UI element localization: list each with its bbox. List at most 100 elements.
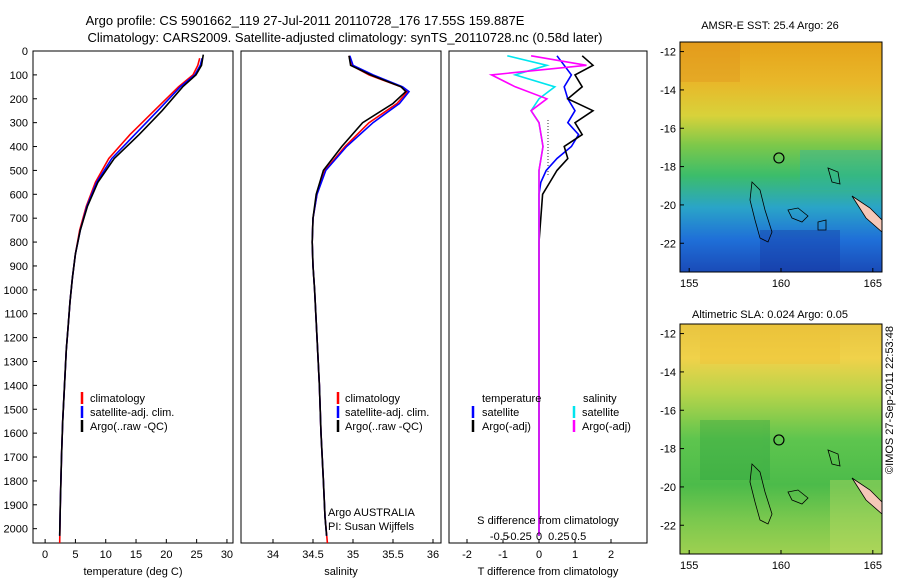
s-difference-tick-label: -0.25	[507, 531, 532, 543]
legend-t-satellite: satellite	[482, 407, 519, 419]
s-difference-tick-label: 0	[536, 531, 542, 543]
temperature-plot-frame	[32, 50, 234, 544]
sst-map-panel: AMSR-E SST: 25.4 Argo: 26 -12 -14 -16 -18 -2…	[660, 20, 883, 290]
series-line-salinity-satellite	[507, 55, 557, 536]
depth-tick-label: 1500	[4, 404, 28, 416]
legend-s-argo: Argo(-adj)	[582, 421, 631, 433]
salinity-plot-frame	[240, 50, 442, 544]
map-lat-label: -16	[660, 405, 676, 417]
series-line-salinity-argo-adj	[488, 55, 587, 536]
sst-warm-patch	[680, 42, 740, 82]
temperature-x-tick-label: 25	[191, 549, 203, 561]
title-line-1: Argo profile: CS 5901662_119 27-Jul-2011…	[86, 13, 525, 28]
salinity-x-tick-label: 36	[427, 549, 439, 561]
series-line-climatology	[311, 55, 409, 544]
depth-tick-label: 1100	[4, 309, 28, 321]
map-lat-label: -12	[660, 329, 676, 341]
sla-map-title: Altimetric SLA: 0.024 Argo: 0.05	[692, 309, 848, 321]
depth-tick-label: 2000	[4, 524, 28, 536]
sla-map-panel: Altimetric SLA: 0.024 Argo: 0.05 -12 -14 -…	[660, 309, 883, 572]
difference-panel: -2 -1 0 1 2 T difference from climatology S …	[448, 50, 648, 578]
salinity-x-tick-label: 34	[267, 549, 279, 561]
depth-tick-label: 800	[10, 237, 28, 249]
salinity-legend-satellite: satellite-adj. clim.	[345, 407, 429, 419]
depth-tick-label: 1300	[4, 356, 28, 368]
sla-island-outline	[749, 463, 773, 525]
imos-footer: ©IMOS 27-Sep-2011 22:53:48	[884, 326, 896, 474]
series-line-argo-raw-qc	[58, 54, 205, 536]
map-lat-label: -14	[660, 85, 676, 97]
series-line-satellite-adj-clim	[311, 55, 411, 536]
map-lat-label: -18	[660, 444, 676, 456]
salinity-legend: climatology satellite-adj. clim. Argo(..…	[336, 392, 429, 433]
sst-cold-patch	[760, 230, 840, 272]
t-difference-xlabel: T difference from climatology	[478, 566, 619, 578]
map-lon-label: 165	[864, 560, 882, 572]
sst-island-outline	[787, 207, 809, 223]
s-difference-tick-label: 0.5	[571, 531, 586, 543]
temperature-x-tick-label: 5	[72, 549, 78, 561]
difference-legend: temperature salinity satellite Argo(-adj…	[471, 393, 631, 433]
temperature-x-tick-label: 30	[221, 549, 233, 561]
depth-tick-label: 1800	[4, 476, 28, 488]
sst-map-title: AMSR-E SST: 25.4 Argo: 26	[701, 20, 839, 32]
map-lon-label: 165	[864, 278, 882, 290]
salinity-xlabel: salinity	[324, 566, 358, 578]
sla-high-patch	[700, 324, 840, 364]
depth-tick-label: 100	[10, 70, 28, 82]
sst-island-outline	[749, 181, 773, 243]
depth-tick-label: 600	[10, 189, 28, 201]
depth-tick-label: 400	[10, 142, 28, 154]
salinity-panel: 34 34.5 35 35.5 36 salinity climatology sate…	[240, 50, 442, 578]
depth-tick-label: 0	[22, 46, 28, 58]
series-line-satellite-adj-clim	[58, 58, 203, 536]
sla-heatmap	[680, 324, 882, 554]
map-lat-label: -18	[660, 162, 676, 174]
s-difference-tick-label: 0.25	[548, 531, 569, 543]
map-lon-label: 160	[772, 560, 790, 572]
map-lon-label: 155	[680, 560, 698, 572]
depth-tick-label: 1600	[4, 428, 28, 440]
salinity-x-tick-label: 35.5	[382, 549, 403, 561]
temperature-xlabel: temperature (deg C)	[83, 566, 182, 578]
temperature-x-tick-label: 15	[130, 549, 142, 561]
map-lat-label: -20	[660, 200, 676, 212]
map-lat-label: -12	[660, 47, 676, 59]
t-difference-x-tick-label: -1	[498, 549, 508, 561]
sla-island-outline	[787, 489, 809, 505]
title-line-2: Climatology: CARS2009. Satellite-adjuste…	[88, 30, 603, 45]
sst-heatmap	[680, 42, 882, 272]
temperature-x-tick-label: 20	[160, 549, 172, 561]
s-difference-label: S difference from climatology	[477, 515, 619, 527]
depth-tick-label: 700	[10, 213, 28, 225]
sla-island-outline	[827, 449, 841, 467]
temperature-legend-argo: Argo(..raw -QC)	[90, 421, 168, 433]
series-line-temperature-argo-adj	[538, 55, 595, 536]
depth-tick-label: 900	[10, 261, 28, 273]
series-line-temperature-satellite	[538, 55, 580, 536]
depth-tick-label: 1400	[4, 380, 28, 392]
salinity-annotation-pi: PI: Susan Wijffels	[328, 521, 414, 533]
depth-tick-label: 1900	[4, 500, 28, 512]
sst-island-outline	[817, 219, 827, 231]
map-lat-label: -16	[660, 123, 676, 135]
temperature-legend-climatology: climatology	[90, 393, 146, 405]
depth-tick-label: 500	[10, 165, 28, 177]
sst-island-outline	[827, 167, 841, 185]
map-lon-label: 160	[772, 278, 790, 290]
map-lat-label: -20	[660, 482, 676, 494]
salinity-x-tick-label: 35	[347, 549, 359, 561]
sst-argo-marker	[773, 152, 785, 164]
temperature-legend: climatology satellite-adj. clim. Argo(..…	[80, 392, 174, 433]
depth-tick-label: 300	[10, 118, 28, 130]
sla-argo-marker	[773, 434, 785, 446]
salinity-legend-argo: Argo(..raw -QC)	[345, 421, 423, 433]
depth-tick-label: 1700	[4, 452, 28, 464]
t-difference-x-tick-label: 2	[608, 549, 614, 561]
salinity-legend-climatology: climatology	[345, 393, 401, 405]
series-line-climatology	[58, 57, 201, 544]
temperature-x-tick-label: 10	[100, 549, 112, 561]
temperature-legend-satellite: satellite-adj. clim.	[90, 407, 174, 419]
s-difference-tick-label: -0.5	[490, 531, 509, 543]
